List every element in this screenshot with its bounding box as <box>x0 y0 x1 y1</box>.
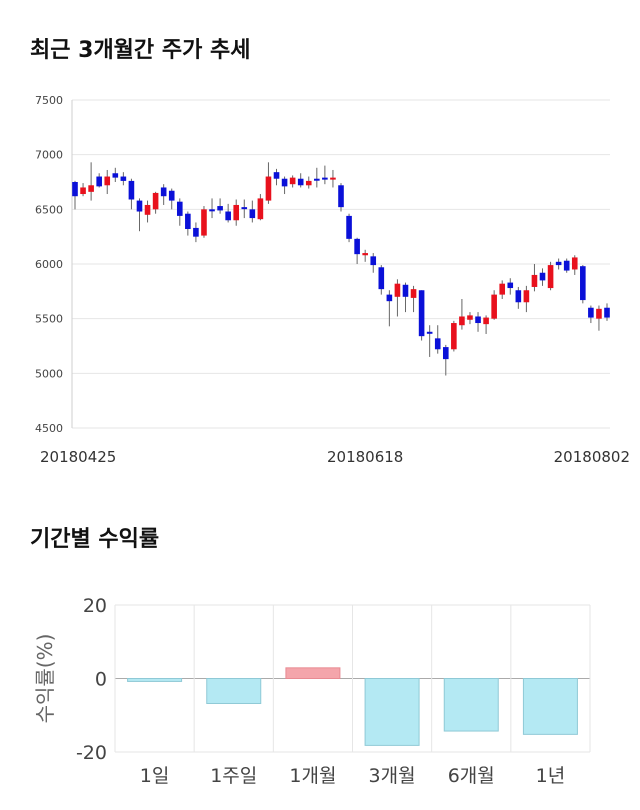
candle-body <box>168 190 175 201</box>
candle-body <box>297 178 304 186</box>
candle-body <box>80 187 86 195</box>
candle-body <box>96 176 102 187</box>
candle-body <box>241 207 248 210</box>
candle-body <box>225 211 231 221</box>
candle-body <box>128 180 135 200</box>
candle-body <box>273 172 280 179</box>
candle-body <box>547 265 554 289</box>
x-tick-label: 20180802 <box>554 448 630 466</box>
return-bar <box>443 678 499 732</box>
x-tick-label: 1년 <box>536 765 566 787</box>
candle-body <box>588 307 594 318</box>
x-tick-label: 6개월 <box>448 765 495 787</box>
candle-body <box>426 331 433 334</box>
candle-body <box>434 338 441 350</box>
price-chart-title: 최근 3개월간 주가 추세 <box>30 38 251 63</box>
candle-body <box>596 308 602 319</box>
candle-body <box>580 266 586 301</box>
candle-body <box>305 180 312 186</box>
candle-body <box>136 200 143 212</box>
candle-body <box>346 215 352 239</box>
candle-body <box>442 347 449 360</box>
candle-body <box>507 282 514 289</box>
y-tick-label: 4500 <box>35 422 63 435</box>
candle-body <box>338 185 344 208</box>
y-tick-label: 0 <box>95 669 107 691</box>
candle-body <box>539 272 546 281</box>
candle-body <box>491 294 497 319</box>
candle-body <box>362 253 368 256</box>
candle-body <box>475 316 481 324</box>
candle-body <box>88 185 94 192</box>
candle-body <box>604 307 610 318</box>
candle-body <box>571 257 578 270</box>
candle-body <box>354 238 360 255</box>
candle-body <box>394 283 401 297</box>
candle-body <box>483 317 489 325</box>
y-tick-label: 6500 <box>35 203 63 216</box>
return-bar <box>206 678 262 704</box>
candle-body <box>410 289 417 298</box>
candle-body <box>144 204 151 215</box>
candle-body <box>451 323 457 350</box>
candle-body <box>459 316 465 326</box>
y-axis-label: 수익률(%) <box>33 634 57 724</box>
y-tick-label: 5500 <box>35 313 63 326</box>
y-tick-label: 6000 <box>35 258 63 271</box>
y-tick-label: 5000 <box>35 367 63 380</box>
candle-body <box>555 261 562 266</box>
x-tick-label: 20180425 <box>40 448 116 466</box>
return-bar <box>522 678 578 735</box>
return-bar <box>364 678 420 746</box>
x-tick-label: 3개월 <box>369 765 416 787</box>
candle-body <box>322 177 328 180</box>
x-tick-label: 20180618 <box>327 448 403 466</box>
candle-body <box>531 274 538 287</box>
candle-body <box>314 178 320 181</box>
candle-body <box>515 290 522 303</box>
x-tick-label: 1개월 <box>289 765 336 787</box>
candle-body <box>160 187 167 197</box>
candle-body <box>217 206 223 211</box>
candle-body <box>330 177 336 180</box>
candle-body <box>209 209 215 212</box>
candle-body <box>112 173 119 178</box>
x-tick-label: 1주일 <box>210 765 257 787</box>
candle-body <box>249 209 256 219</box>
candle-body <box>185 213 191 230</box>
candle-body <box>467 315 473 320</box>
candle-body <box>281 178 288 187</box>
y-tick-label: 20 <box>83 595 107 617</box>
returns-bar-chart: 20 0 -20 1일 1주일 1개월 3개월 6개월 1년 수익률(%) <box>33 595 591 787</box>
candle-body <box>152 192 159 210</box>
return-bar <box>127 678 183 682</box>
candle-body <box>418 290 425 337</box>
x-tick-label: 1일 <box>140 765 170 787</box>
candle-body <box>201 209 207 236</box>
candle-body <box>523 290 530 303</box>
candle-body <box>257 198 264 220</box>
return-bar <box>285 667 341 679</box>
candle-body <box>265 176 272 201</box>
candle-body <box>386 294 393 302</box>
candle-body <box>378 267 385 290</box>
candle-body <box>104 176 111 186</box>
candle-body <box>370 256 377 266</box>
y-tick-label: 7000 <box>35 149 63 162</box>
candle-body <box>72 182 78 197</box>
candle-body <box>499 283 506 295</box>
candle-body <box>563 260 570 271</box>
candle-body <box>193 227 199 237</box>
y-tick-label: -20 <box>76 742 107 764</box>
candle-body <box>120 176 127 181</box>
candle-body <box>402 284 409 297</box>
returns-chart-title: 기간별 수익률 <box>30 527 160 552</box>
y-tick-label: 7500 <box>35 94 63 107</box>
candle-body <box>289 177 296 185</box>
candle-body <box>233 204 240 221</box>
candle-body <box>176 201 183 216</box>
price-candlestick-chart: 4500 5000 5500 6000 6500 7000 7500 20180425 2018… <box>35 94 630 466</box>
